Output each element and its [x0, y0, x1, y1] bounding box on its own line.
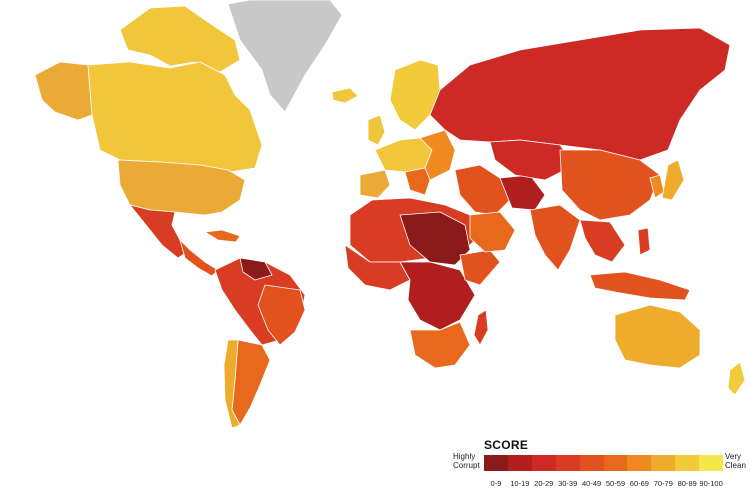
region-madagascar	[473, 309, 489, 346]
region-west-africa	[344, 244, 411, 291]
region-alaska	[34, 61, 93, 121]
legend-low-label: Highly Corrupt	[453, 452, 480, 470]
legend-tick-50-59: 50-59	[605, 479, 626, 488]
legend-tick-70-79: 70-79	[653, 479, 673, 488]
legend-swatch-40-49	[579, 455, 604, 471]
region-japan	[661, 159, 685, 201]
region-argentina	[231, 339, 271, 426]
legend-title: SCORE	[484, 438, 529, 452]
legend-tick-40-49: 40-49	[581, 479, 602, 488]
legend-tick-60-69: 60-69	[629, 479, 649, 488]
region-venezuela	[239, 257, 273, 281]
legend-swatch-30-39	[555, 455, 580, 471]
legend-swatch-10-19	[507, 455, 532, 471]
region-arabia	[469, 211, 516, 253]
legend-tick-10-19: 10-19	[510, 479, 530, 488]
region-western-europe	[374, 137, 433, 173]
region-china	[559, 149, 661, 221]
region-philippines	[637, 227, 651, 256]
legend-tick-90-100: 90-100	[699, 479, 723, 488]
legend-swatch-70-79	[651, 455, 676, 471]
country-shapes	[34, 0, 746, 429]
region-central-asia	[489, 139, 576, 181]
region-canada-arctic	[119, 5, 241, 73]
region-iceland	[331, 87, 359, 104]
legend-swatch-0-9	[484, 455, 508, 471]
legend-tick-80-89: 80-89	[677, 479, 697, 488]
region-southeast-asia	[579, 219, 626, 263]
score-legend: SCORE Highly Corrupt Very Clean 0-9 10-19…	[453, 438, 748, 496]
legend-swatch-50-59	[603, 455, 628, 471]
region-australia	[614, 304, 701, 369]
region-canada	[87, 61, 263, 173]
region-middle-east	[454, 164, 511, 216]
region-new-zealand	[727, 361, 746, 396]
region-southern-africa	[409, 321, 471, 369]
region-chile	[223, 339, 241, 429]
legend-swatch-90-100	[699, 455, 724, 471]
region-central-america	[179, 239, 219, 277]
legend-tick-0-9: 0-9	[490, 479, 502, 488]
legend-tick-labels: 0-9 10-19 20-29 30-39 40-49 50-59 60-69 70-79 80…	[484, 479, 723, 488]
region-uk	[367, 114, 386, 146]
legend-tick-30-39: 30-39	[558, 479, 578, 488]
region-iberia	[359, 169, 391, 199]
region-caribbean	[204, 229, 241, 243]
region-central-africa	[399, 261, 476, 331]
region-iran-afghanistan	[499, 174, 546, 211]
region-indonesia	[589, 271, 691, 301]
region-india	[529, 204, 581, 271]
region-greenland	[227, 0, 343, 113]
legend-swatch-20-29	[531, 455, 556, 471]
region-eastern-europe	[419, 129, 456, 181]
region-brazil	[257, 284, 306, 346]
legend-swatch-80-89	[675, 455, 700, 471]
legend-tick-20-29: 20-29	[534, 479, 554, 488]
region-russia	[429, 27, 731, 161]
region-balkans	[404, 167, 431, 196]
region-scandinavia	[389, 59, 441, 131]
legend-swatch-60-69	[627, 455, 652, 471]
legend-color-bar	[484, 455, 724, 471]
legend-high-label: Very Clean	[725, 452, 746, 470]
region-horn-of-africa	[459, 249, 501, 286]
